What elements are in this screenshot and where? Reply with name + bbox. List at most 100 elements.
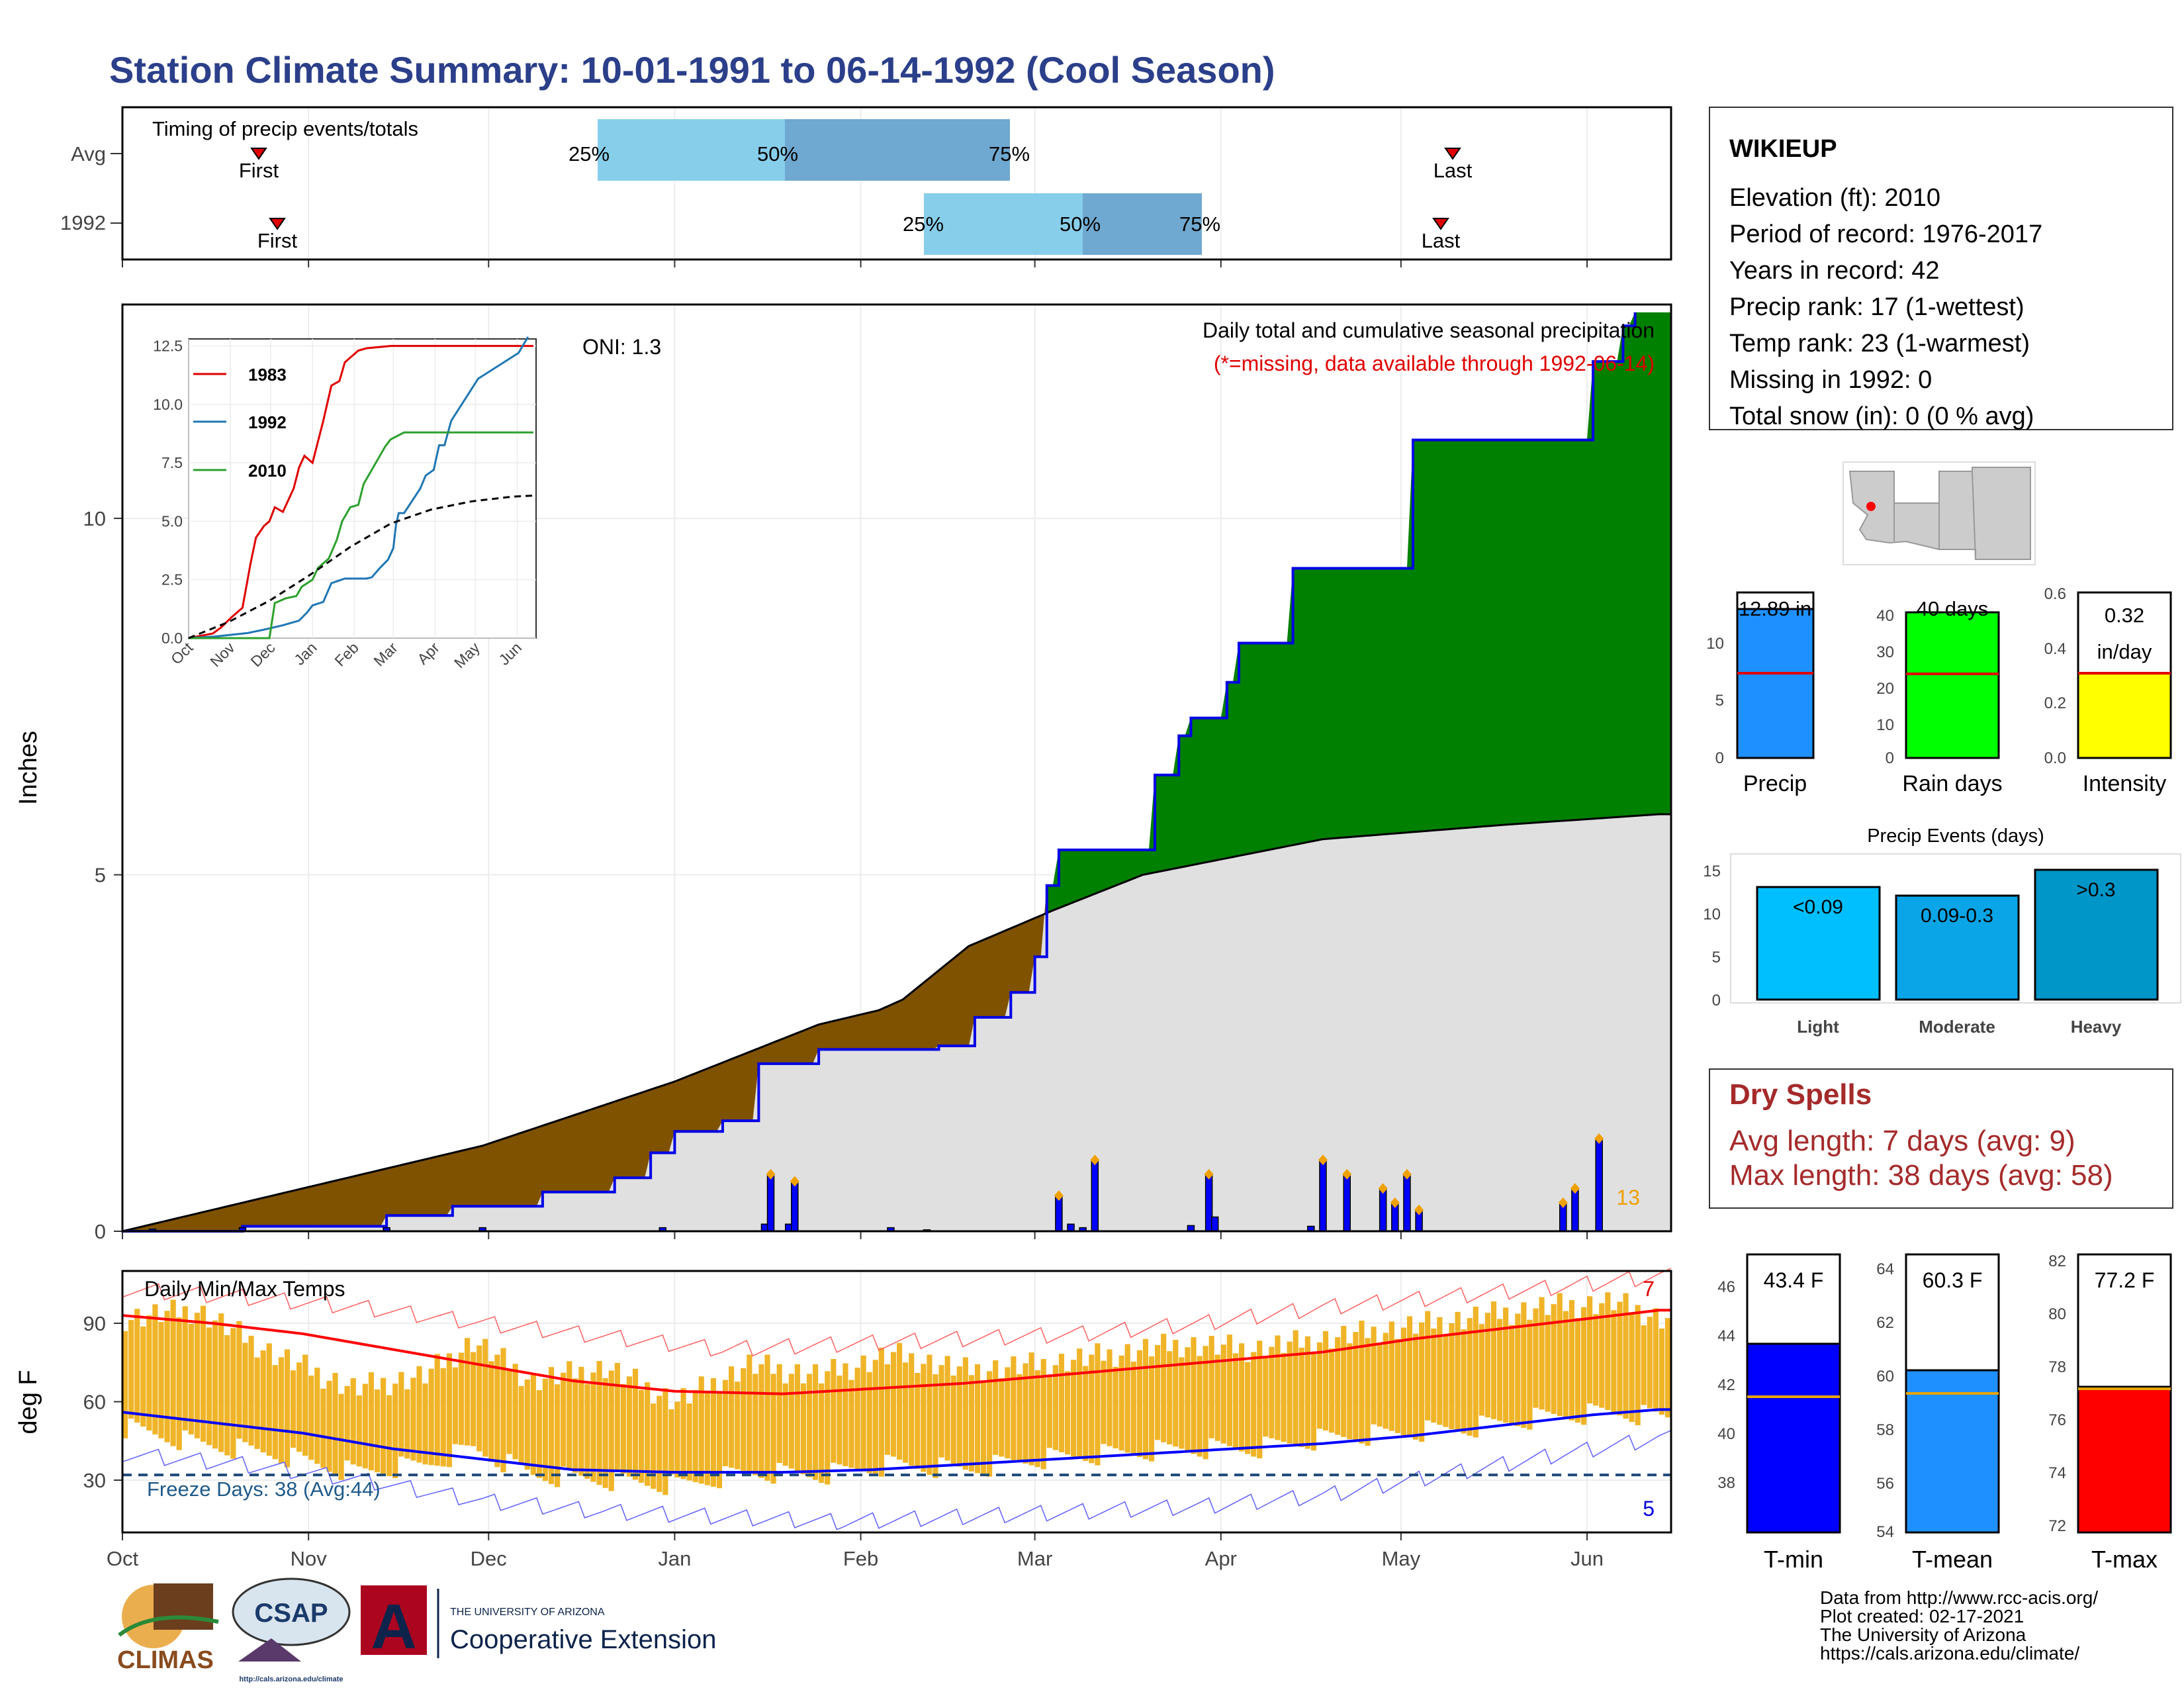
daily-temp-bar: [428, 1368, 434, 1466]
daily-temp-bar: [903, 1362, 909, 1463]
ua-logo-block: [361, 1585, 427, 1655]
station-line-precip-rank: Precip rank: 17 (1-wettest): [1729, 293, 2025, 321]
daily-temp-bar: [651, 1403, 657, 1489]
precip-y-tick-label: 0: [95, 1220, 106, 1243]
daily-precip-bar: [1091, 1159, 1099, 1232]
daily-temp-bar: [188, 1323, 194, 1434]
tmean-axis-54: 54: [1876, 1523, 1894, 1541]
daily-temp-bar: [530, 1373, 536, 1476]
station-info-box: WIKIEUP Elevation (ft): 2010 Period of r…: [1709, 107, 2173, 430]
daily-temp-bar: [404, 1389, 410, 1459]
daily-temp-bar: [806, 1374, 813, 1477]
rain-axis-10: 10: [1876, 716, 1894, 734]
timing-avg-25-label: 25%: [569, 142, 610, 165]
daily-temp-bar: [1136, 1350, 1142, 1458]
daily-temp-bar: [1130, 1361, 1136, 1455]
daily-temp-bar: [1467, 1318, 1473, 1436]
events-light-bar: [1756, 886, 1881, 1001]
daily-temp-bar: [464, 1338, 471, 1446]
footer-line-2: Plot created: 02-17-2021: [1820, 1606, 2024, 1626]
daily-temp-bar: [1167, 1351, 1173, 1445]
x-axis-month-nov: Nov: [291, 1547, 328, 1570]
daily-temp-bar: [1617, 1301, 1623, 1416]
daily-temp-bar: [332, 1373, 338, 1476]
daily-temp-bar: [1148, 1356, 1155, 1462]
precip-subtitle: Daily total and cumulative seasonal prec…: [1203, 318, 1655, 342]
tmean-axis-62: 62: [1876, 1314, 1894, 1332]
inset-y-tick-label: 10.0: [153, 396, 183, 413]
daily-temp-bar: [260, 1350, 266, 1453]
daily-temp-bar: [639, 1389, 645, 1483]
tmean-axis-60: 60: [1876, 1368, 1894, 1385]
daily-temp-bar: [1251, 1352, 1257, 1457]
inset-line-1983: [188, 345, 533, 639]
daily-temp-bar: [729, 1366, 735, 1468]
timing-1992-q1-bar: [924, 193, 1083, 255]
daily-temp-bar: [1371, 1327, 1377, 1425]
daily-temp-bar: [416, 1366, 422, 1463]
avg-max-line: [122, 1309, 1671, 1395]
daily-temp-bar: [170, 1299, 176, 1446]
daily-temp-bar: [1083, 1366, 1089, 1462]
precip-panel-border: [121, 303, 1672, 1233]
daily-precip-bar: [1379, 1188, 1387, 1232]
daily-temp-bar: [482, 1338, 488, 1457]
precip-total-axis: 10 5 0: [1706, 635, 1724, 767]
daily-temp-bar: [710, 1378, 716, 1487]
daily-temp-bar: [884, 1364, 891, 1455]
daily-temp-bar: [1496, 1319, 1503, 1421]
events-heavy-bar: [2034, 868, 2159, 1001]
intensity-axis: 0.6 0.4 0.2 0.0: [2044, 585, 2066, 767]
daily-temp-bar: [1443, 1335, 1449, 1427]
inset-y-tick-label: 2.5: [161, 571, 183, 588]
daily-temp-bar: [200, 1305, 206, 1442]
tmean-axis-56: 56: [1876, 1475, 1894, 1493]
missing-note: (*=missing, data available through 1992-…: [1214, 352, 1655, 375]
inset-legend: 1983 1992 2010: [193, 365, 287, 481]
daily-temp-bar: [392, 1383, 398, 1479]
x-axis-month-labels: Oct Nov Dec Jan Feb Mar Apr May Jun: [107, 1547, 1604, 1570]
daily-temp-bar: [770, 1374, 776, 1484]
tmean-axis-64: 64: [1876, 1260, 1894, 1278]
daily-temp-bar: [800, 1383, 807, 1475]
heavy-event-marker: [1414, 1204, 1424, 1215]
daily-temp-bar: [518, 1385, 524, 1465]
record-max-count: 7: [1643, 1277, 1655, 1301]
daily-temp-bar: [722, 1380, 729, 1466]
daily-temp-bar: [1394, 1338, 1400, 1433]
daily-temp-bar: [410, 1378, 416, 1461]
intensity-axis-0.0: 0.0: [2044, 749, 2066, 767]
events-axis-0: 0: [1712, 992, 1721, 1009]
temp-panel-border: [121, 1270, 1672, 1534]
heavy-event-marker: [1378, 1183, 1388, 1194]
ua-small-text: THE UNIVERSITY OF ARIZONA: [450, 1607, 605, 1618]
daily-temp-bar: [1377, 1344, 1383, 1427]
daily-temp-bar: [374, 1389, 381, 1473]
tmax-label: T-max: [2091, 1546, 2158, 1573]
daily-temp-bar: [980, 1382, 987, 1476]
daily-temp-bar: [1028, 1352, 1034, 1466]
daily-temp-bar: [1089, 1354, 1095, 1464]
daily-temp-bar: [1329, 1348, 1335, 1433]
daily-temp-bar: [860, 1355, 866, 1472]
timing-1992-25-label: 25%: [903, 212, 944, 236]
deficit-area: [128, 885, 1047, 1231]
inset-legend-1983: 1983: [248, 365, 287, 385]
daily-temp-bar: [320, 1388, 326, 1468]
daily-temp-bar: [368, 1372, 375, 1471]
tmax-value: 77.2 F: [2095, 1268, 2155, 1292]
daily-temp-bar: [1238, 1343, 1245, 1452]
daily-temp-bar: [747, 1354, 752, 1473]
daily-temp-bar: [230, 1328, 236, 1459]
daily-temp-bar: [1587, 1296, 1593, 1404]
station-line-years: Years in record: 42: [1729, 257, 1940, 285]
daily-temp-bar: [1155, 1344, 1161, 1440]
timing-avg-50-label: 50%: [757, 142, 798, 165]
temp-panel: 30 60 90 Daily Min/Max Temps Freeze Days: …: [15, 1268, 1672, 1570]
daily-temp-bar: [1557, 1293, 1563, 1417]
daily-temp-bar: [302, 1354, 308, 1456]
heavy-event-marker: [1558, 1197, 1568, 1208]
daily-temp-bar: [194, 1313, 200, 1438]
daily-temp-bar: [254, 1357, 260, 1449]
daily-temp-bar: [657, 1395, 662, 1492]
